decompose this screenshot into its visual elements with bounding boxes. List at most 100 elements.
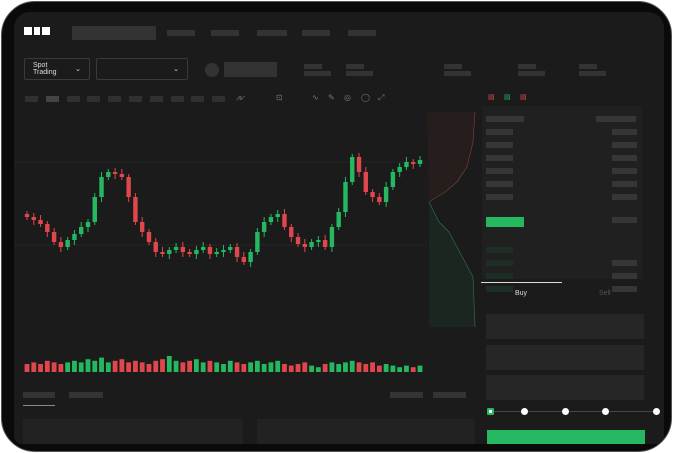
slider-step[interactable] — [602, 408, 609, 415]
candle — [99, 177, 104, 197]
stat-value — [444, 71, 471, 76]
timeframe-button[interactable] — [170, 96, 184, 102]
candle — [329, 227, 335, 247]
camera-icon[interactable]: ◯ — [361, 93, 370, 102]
volume-bar — [78, 362, 84, 372]
slider-step[interactable] — [562, 408, 569, 415]
candle — [139, 222, 145, 232]
line-chart-icon[interactable]: ∿ — [312, 93, 319, 102]
slider-step[interactable] — [653, 408, 660, 415]
volume-bar — [187, 360, 193, 372]
timeframe-button[interactable] — [149, 96, 163, 102]
volume-bar — [133, 360, 138, 372]
volume-bar — [383, 364, 389, 372]
timeframe-button[interactable] — [25, 96, 38, 102]
candle — [106, 172, 111, 177]
nav-item[interactable] — [348, 30, 376, 36]
pencil-icon[interactable]: ✎ — [328, 93, 335, 102]
price-input[interactable] — [486, 314, 644, 339]
candle — [126, 177, 131, 197]
volume-bar — [315, 367, 321, 372]
ask-price — [486, 181, 513, 187]
stat-value — [579, 71, 606, 76]
timeframe-button[interactable] — [66, 96, 80, 102]
volume-bar — [24, 364, 30, 372]
volume-bar — [153, 360, 159, 372]
tab-open-orders[interactable] — [23, 392, 55, 398]
settings-icon[interactable]: ◎ — [344, 93, 351, 102]
pair-selector[interactable]: ⌄ — [96, 58, 188, 80]
volume-bar — [72, 360, 77, 372]
stat-label — [304, 64, 322, 69]
market-selector-label: Spot Trading — [33, 62, 57, 76]
candle — [194, 250, 199, 254]
timeframe-icon[interactable]: ⊡ — [276, 93, 283, 102]
volume-bar — [363, 364, 369, 372]
timeframe-button[interactable] — [87, 96, 101, 102]
timeframe-button[interactable] — [45, 96, 59, 102]
candle — [85, 222, 91, 227]
orderbook-header — [596, 116, 636, 122]
pair-name — [224, 62, 277, 77]
volume-bar — [214, 362, 220, 372]
slider-step[interactable] — [521, 408, 528, 415]
percent-slider[interactable] — [487, 408, 660, 415]
total-input[interactable] — [486, 375, 644, 400]
candlestick-chart[interactable] — [14, 107, 479, 377]
filter[interactable] — [433, 392, 466, 398]
bid-price — [486, 247, 513, 253]
search-bar[interactable] — [72, 26, 156, 40]
orderbook-buy-icon[interactable]: ▤ — [504, 94, 511, 101]
volume-bar — [85, 359, 91, 372]
timeframe-button[interactable] — [108, 96, 122, 102]
candle — [255, 232, 260, 252]
timeframe-button[interactable] — [129, 96, 142, 102]
volume-bar — [193, 359, 199, 372]
nav-item[interactable] — [302, 30, 330, 36]
nav-item[interactable] — [211, 30, 239, 36]
bid-price — [486, 260, 513, 266]
orderbook-sell-icon[interactable]: ▤ — [520, 94, 527, 101]
volume-bar — [322, 364, 328, 372]
candle — [302, 244, 308, 247]
candle — [289, 227, 294, 237]
filter[interactable] — [390, 392, 423, 398]
indicator-icon[interactable]: ⩘⩗ — [236, 93, 246, 102]
chevron-down-icon: ⌄ — [173, 66, 179, 73]
tab-order-history[interactable] — [69, 392, 103, 398]
candle — [295, 237, 301, 244]
volume-bar — [336, 364, 342, 372]
buy-button[interactable] — [487, 430, 645, 444]
stat-value — [346, 71, 373, 76]
candle — [214, 252, 219, 254]
ask-amount — [612, 155, 637, 161]
market-selector[interactable]: Spot Trading ⌄ — [24, 58, 90, 80]
candle — [282, 214, 287, 227]
tab-buy[interactable]: Buy — [515, 290, 528, 297]
fullscreen-icon[interactable]: ⤢ — [378, 93, 385, 102]
volume-bar — [397, 367, 403, 372]
volume-bar — [376, 365, 382, 372]
depth-chart — [427, 112, 476, 327]
stat-label — [518, 64, 536, 69]
timeframe-button[interactable] — [191, 96, 205, 102]
ask-price — [486, 129, 513, 135]
chevron-down-icon: ⌄ — [75, 66, 81, 73]
bid-amount — [612, 286, 637, 292]
tab-sell[interactable]: Sell — [599, 290, 611, 297]
volume-bar — [234, 362, 240, 372]
timeframe-button[interactable] — [212, 96, 226, 102]
nav-item[interactable] — [167, 30, 195, 36]
ask-amount — [612, 217, 637, 223]
candle — [228, 247, 233, 250]
amount-input[interactable] — [486, 345, 644, 370]
slider-handle[interactable] — [487, 408, 494, 415]
ask-amount — [612, 168, 637, 174]
nav-item[interactable] — [257, 30, 287, 36]
orderbook-both-icon[interactable]: ▤ — [488, 94, 495, 101]
bid-amount — [612, 260, 637, 266]
volume-bar — [160, 359, 165, 372]
candle — [119, 174, 125, 177]
volume-bar — [200, 362, 206, 372]
candle — [167, 250, 172, 254]
